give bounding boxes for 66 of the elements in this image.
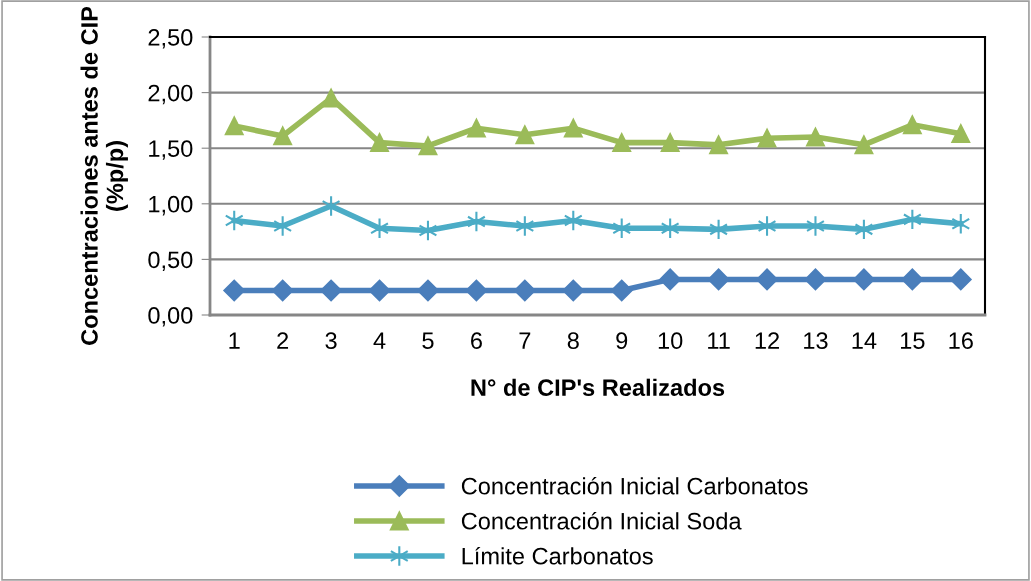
point <box>465 279 488 302</box>
x-tick-label: 6 <box>471 332 482 350</box>
point <box>224 116 244 136</box>
point <box>418 136 438 156</box>
point <box>563 118 583 138</box>
point <box>417 279 439 302</box>
x-tick-label: 8 <box>567 332 579 350</box>
point <box>370 217 389 240</box>
point <box>467 118 486 138</box>
x-tick-label: 16 <box>949 332 973 350</box>
legend-label: Concentración Inicial Carbonatos <box>461 476 808 495</box>
point <box>659 268 682 291</box>
x-tick-label: 11 <box>708 332 730 349</box>
y-tick-label: 0,00 <box>148 307 193 327</box>
x-tick-label: 7 <box>519 332 531 349</box>
point <box>610 279 633 302</box>
x-tick-label: 3 <box>325 332 337 350</box>
point <box>951 213 971 235</box>
point <box>949 268 972 291</box>
point <box>273 126 293 146</box>
point <box>223 279 246 302</box>
point <box>563 209 583 232</box>
x-tick-label: 15 <box>901 332 925 350</box>
point <box>853 268 875 291</box>
y-tick-label: 0,50 <box>148 251 193 271</box>
point <box>660 133 680 153</box>
point <box>370 133 389 153</box>
x-tick-label: 5 <box>422 332 434 350</box>
x-tick-label: 14 <box>852 332 877 349</box>
point <box>854 135 874 155</box>
point <box>757 215 777 237</box>
point <box>804 268 827 291</box>
point <box>707 268 730 291</box>
x-tick-label: 10 <box>658 332 683 350</box>
point <box>271 279 294 302</box>
x-tick-label: 2 <box>277 332 289 349</box>
x-tick-label: 12 <box>755 332 779 349</box>
point <box>562 279 585 302</box>
point <box>513 279 536 302</box>
legend-label: Límite Carbonatos <box>462 546 653 565</box>
x-tick-label: 9 <box>616 332 628 350</box>
y-axis-title: Concentraciones antes de CIP (%p/p) <box>80 6 128 345</box>
point <box>515 125 535 145</box>
point <box>321 88 341 108</box>
point <box>709 135 728 155</box>
legend-label: Concentración Inicial Soda <box>461 511 742 530</box>
point <box>951 124 971 144</box>
y-tick-label: 2,00 <box>148 84 193 105</box>
point <box>515 215 535 237</box>
x-axis-title: N° de CIP's Realizados <box>471 378 725 397</box>
x-tick-label: 13 <box>804 332 828 350</box>
y-tick-label: 1,00 <box>149 195 193 216</box>
point <box>756 268 778 291</box>
y-tick-label: 1,50 <box>149 140 193 160</box>
y-tick-label: 2,50 <box>148 29 193 49</box>
point <box>320 279 342 302</box>
point <box>757 128 777 148</box>
point <box>902 115 922 135</box>
x-tick-label: 4 <box>373 332 386 349</box>
point <box>321 195 341 217</box>
point <box>806 215 825 237</box>
point <box>806 127 825 147</box>
point <box>901 268 924 291</box>
point <box>368 279 391 302</box>
x-tick-label: 1 <box>229 332 240 349</box>
point <box>612 133 632 153</box>
